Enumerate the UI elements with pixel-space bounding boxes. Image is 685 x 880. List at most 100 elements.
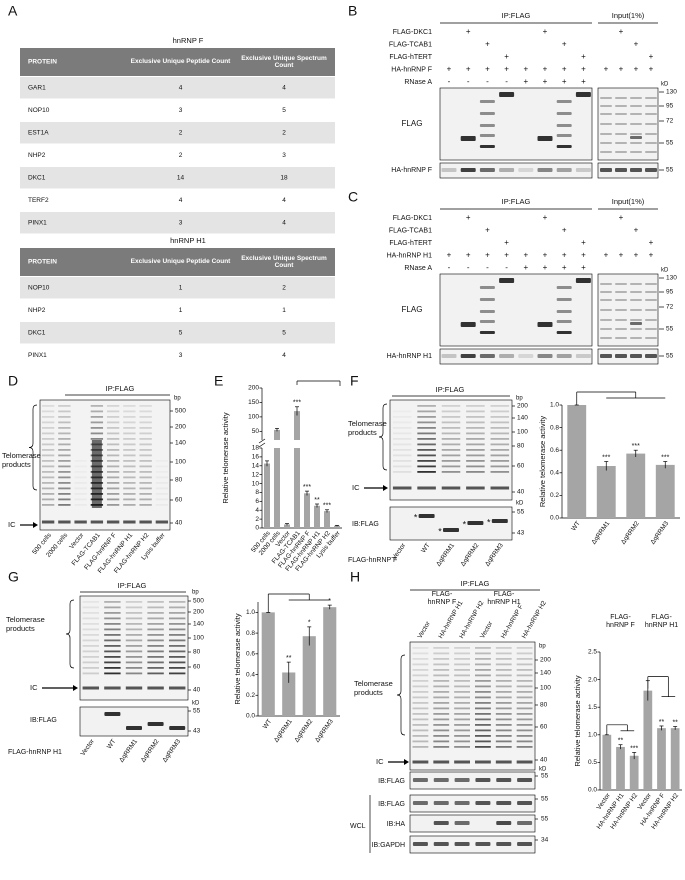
band (82, 667, 100, 669)
sign: + (562, 251, 567, 260)
sign: + (562, 263, 567, 272)
group-label: FLAG-hnRNP H1 (487, 591, 521, 607)
band (645, 123, 657, 125)
band (495, 718, 512, 721)
band (168, 623, 186, 625)
blot (389, 506, 513, 541)
band (125, 650, 143, 653)
band (645, 309, 657, 311)
construct-label: FLAG-hnRNP F (348, 557, 397, 564)
lane-label: ΔqRRM1 (118, 738, 139, 764)
band (58, 432, 71, 435)
marker-label: 140 (193, 621, 204, 628)
band (139, 454, 152, 457)
marker-label: 140 (540, 670, 551, 677)
table-title: hnRNP F (173, 36, 204, 45)
band (41, 405, 55, 407)
band (123, 487, 136, 490)
band (441, 454, 461, 457)
sign: + (485, 226, 490, 235)
band (168, 617, 186, 620)
band (466, 465, 485, 468)
sign: + (649, 65, 654, 74)
band (392, 421, 412, 424)
band (645, 283, 657, 285)
band (104, 623, 121, 625)
construct-label: FLAG-hnRNP H1 (8, 749, 62, 756)
band (441, 465, 461, 468)
band (490, 416, 510, 418)
band (495, 680, 512, 682)
band (490, 410, 510, 413)
band (58, 449, 71, 451)
band (412, 724, 429, 726)
band (155, 498, 169, 501)
band (479, 354, 495, 358)
ip-title: IP:FLAG (436, 385, 465, 394)
band (139, 405, 152, 407)
band (454, 724, 470, 726)
blot-label: IB:HA (387, 821, 406, 828)
y-tick-label: 0.6 (550, 447, 559, 454)
y-tick-label: 2.0 (588, 676, 597, 683)
y-tick-label: 14 (252, 462, 260, 469)
band (82, 645, 100, 647)
band (82, 639, 100, 642)
table-cell: 2 (179, 152, 183, 159)
band (496, 801, 512, 805)
marker-label: 55 (517, 509, 525, 516)
ip-title: IP:FLAG (106, 384, 135, 393)
band (58, 498, 71, 501)
band (516, 647, 533, 649)
band (499, 354, 515, 358)
bar (629, 755, 639, 790)
band (479, 124, 495, 127)
marker-label: 500 (193, 598, 204, 605)
band (147, 667, 164, 669)
band (58, 421, 71, 424)
band (615, 299, 627, 301)
band (106, 471, 120, 473)
band (454, 652, 470, 655)
band (556, 331, 572, 334)
band (417, 421, 436, 424)
ip-title: IP:FLAG (502, 197, 531, 206)
band (393, 411, 412, 413)
y-tick-label: 4 (255, 507, 259, 514)
band (645, 337, 657, 339)
band (104, 645, 121, 647)
blot-label: IB:FLAG (378, 801, 405, 808)
band (460, 136, 476, 141)
y-tick-label: 0.8 (550, 424, 559, 431)
condition-label: FLAG-DKC1 (393, 29, 432, 36)
significance: ** (659, 719, 665, 726)
gel (39, 399, 171, 531)
band (412, 680, 429, 682)
band (454, 740, 470, 743)
sign: + (504, 52, 509, 61)
table-cell: 4 (282, 197, 286, 204)
band (479, 112, 495, 115)
band (645, 105, 657, 107)
side-label: Telomerase products (348, 420, 387, 437)
band (125, 606, 143, 609)
band (147, 645, 164, 647)
ip-title: IP:FLAG (502, 11, 531, 20)
band (537, 136, 553, 141)
panel-label: G (8, 569, 19, 585)
band (433, 669, 450, 671)
band (155, 504, 169, 506)
band (517, 801, 533, 805)
band (106, 454, 120, 457)
marker-label: 100 (193, 635, 204, 642)
band (106, 487, 120, 490)
ic-band (417, 486, 436, 490)
band (490, 460, 510, 462)
band (615, 142, 627, 144)
bar (284, 524, 290, 528)
band (441, 421, 461, 424)
column-header: Exclusive Unique Peptide Count (130, 58, 231, 66)
y-tick-label: 0.4 (246, 671, 255, 678)
band (516, 724, 533, 726)
band (147, 606, 164, 609)
